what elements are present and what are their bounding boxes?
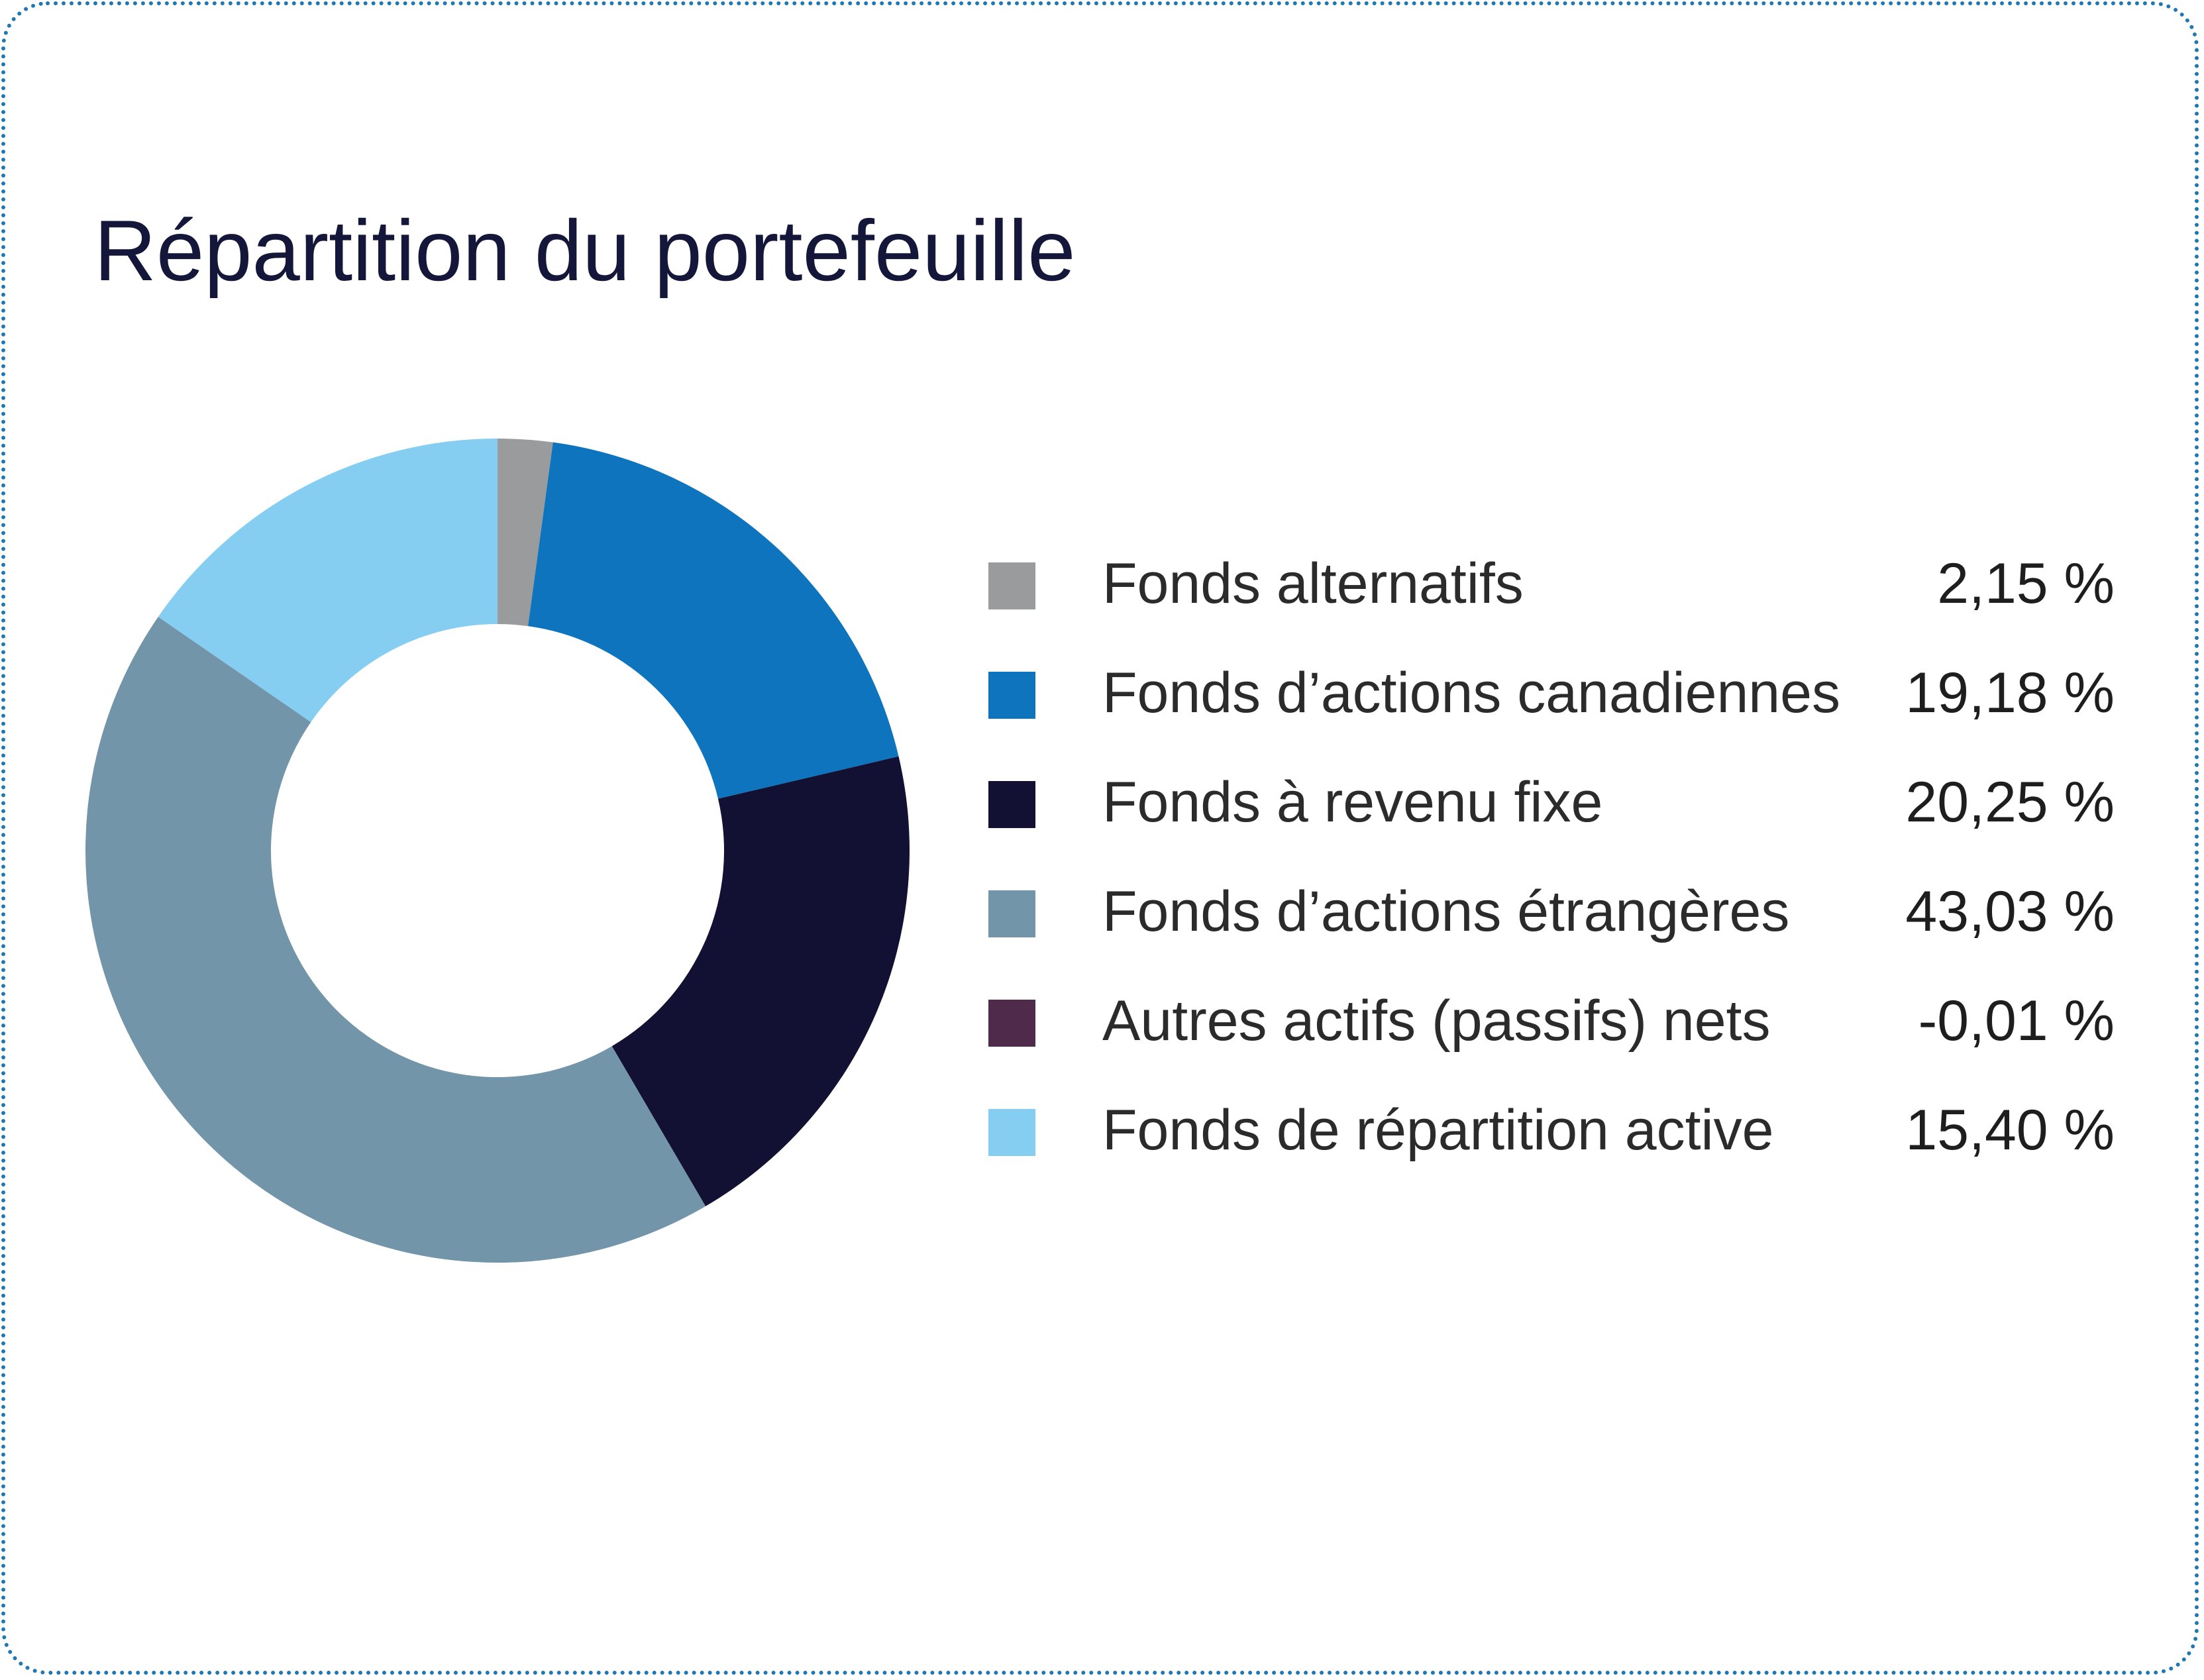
legend-swatch (988, 890, 1035, 937)
donut-slices (85, 439, 910, 1263)
legend-label: Fonds d’actions canadiennes (1102, 661, 1840, 725)
donut-slice-2 (611, 756, 910, 1206)
legend-label: Fonds de répartition active (1102, 1098, 1774, 1162)
donut-slice-0 (498, 439, 553, 627)
legend-value: 43,03 % (1905, 880, 2115, 943)
legend-item-autres-actifs-nets: Autres actifs (passifs) nets -0,01 % (988, 978, 2115, 1087)
legend-swatch (988, 562, 1035, 609)
legend-swatch (988, 781, 1035, 828)
donut-slice-1 (528, 442, 899, 799)
legend-item-fonds-actions-canadiennes: Fonds d’actions canadiennes 19,18 % (988, 650, 2115, 759)
legend-item-fonds-actions-etrangeres: Fonds d’actions étrangères 43,03 % (988, 868, 2115, 978)
legend-value: 2,15 % (1937, 552, 2115, 615)
legend-label: Fonds d’actions étrangères (1102, 880, 1790, 943)
legend-item-fonds-alternatifs: Fonds alternatifs 2,15 % (988, 541, 2115, 650)
legend-item-fonds-revenu-fixe: Fonds à revenu fixe 20,25 % (988, 759, 2115, 868)
legend-value: 20,25 % (1905, 770, 2115, 834)
legend-value: 19,18 % (1905, 661, 2115, 725)
chart-title: Répartition du portefeuille (94, 202, 1076, 299)
legend-label: Autres actifs (passifs) nets (1102, 989, 1771, 1053)
legend-value: -0,01 % (1918, 989, 2115, 1053)
legend-swatch (988, 672, 1035, 719)
legend-item-fonds-repartition-active: Fonds de répartition active 15,40 % (988, 1087, 2115, 1196)
legend-label: Fonds à revenu fixe (1102, 770, 1603, 834)
legend-label: Fonds alternatifs (1102, 552, 1524, 615)
donut-slice-5 (158, 439, 498, 722)
legend-value: 15,40 % (1905, 1098, 2115, 1162)
legend-swatch (988, 1109, 1035, 1156)
donut-chart (85, 439, 910, 1263)
donut-slice-3 (85, 617, 706, 1263)
legend: Fonds alternatifs 2,15 % Fonds d’actions… (988, 541, 2115, 1196)
legend-swatch (988, 1000, 1035, 1047)
